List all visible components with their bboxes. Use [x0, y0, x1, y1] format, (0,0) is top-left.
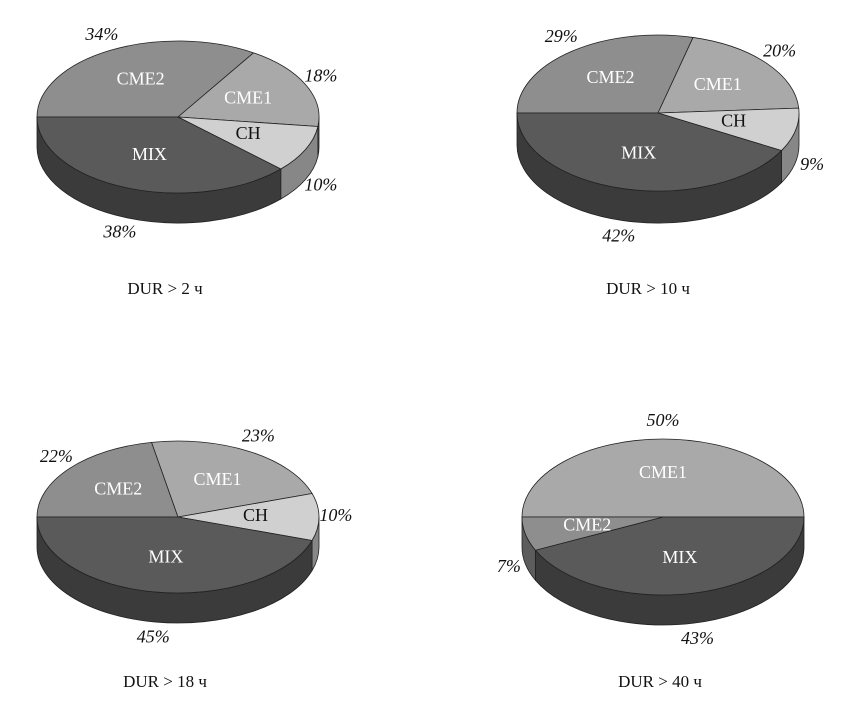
- pie-slice: [177, 116, 319, 170]
- slice-label: MIX: [148, 546, 183, 566]
- pie-caption: DUR > 40 ч: [618, 672, 702, 691]
- slice-label: CME2: [94, 478, 142, 498]
- slice-label: CME1: [639, 462, 687, 482]
- slice-label: CME1: [193, 469, 241, 489]
- pie-slice: [534, 516, 805, 596]
- value-label: 10%: [304, 175, 337, 195]
- slice-label: MIX: [662, 547, 697, 567]
- value-label: 23%: [242, 425, 275, 445]
- pie-slice: [36, 516, 313, 594]
- slice-label: MIX: [132, 144, 167, 164]
- pie-slice: [36, 116, 282, 194]
- pie-slice: [521, 516, 664, 551]
- pie-slice: [176, 52, 320, 127]
- pie-caption: DUR > 18 ч: [123, 672, 207, 691]
- slice-label: CME2: [563, 514, 611, 534]
- value-label: 7%: [497, 556, 521, 576]
- slice-label: MIX: [621, 143, 656, 163]
- pie-slice: [657, 107, 800, 152]
- slice-label: CME1: [224, 87, 272, 107]
- slice-label: CH: [721, 110, 746, 130]
- pie-slice: [177, 493, 320, 541]
- pie-caption: DUR > 10 ч: [606, 279, 690, 298]
- slice-label: CME1: [694, 74, 742, 94]
- value-label: 50%: [647, 410, 680, 430]
- pie-slice: [516, 34, 694, 114]
- value-label: 34%: [84, 24, 118, 44]
- pie-caption: DUR > 2 ч: [127, 279, 203, 298]
- value-label: 43%: [681, 628, 714, 648]
- value-label: 45%: [137, 627, 170, 647]
- value-label: 9%: [800, 154, 824, 174]
- value-label: 18%: [304, 66, 337, 86]
- value-label: 42%: [602, 225, 635, 245]
- value-label: 38%: [102, 221, 136, 241]
- pie-slice: [151, 440, 313, 518]
- pie-slice: [657, 37, 800, 114]
- slice-label: CME2: [117, 68, 165, 88]
- pie-slice: [521, 438, 805, 518]
- pie: CME2 29% CME1 20% CH 9% MIX 42% DUR > 10 ч: [516, 26, 824, 298]
- pie: CME2 34% CME1 18% CH 10% MIX 38% DUR > 2 ч: [36, 24, 337, 298]
- value-label: 20%: [763, 40, 796, 60]
- value-label: 29%: [545, 26, 578, 46]
- pie: CME2 22% CME1 23% CH 10% MIX 45% DUR > 18 ч: [36, 425, 352, 691]
- value-label: 10%: [319, 505, 352, 525]
- pie-slice: [36, 441, 179, 518]
- slice-label: CME2: [586, 67, 634, 87]
- slice-label: CH: [243, 505, 268, 525]
- slice-label: CH: [236, 123, 261, 143]
- pie-slice: [516, 112, 783, 192]
- pie-slice: [36, 40, 255, 118]
- value-label: 22%: [40, 446, 73, 466]
- pie: CME1 50% MIX 43% CME2 7% DUR > 40 ч: [497, 410, 805, 691]
